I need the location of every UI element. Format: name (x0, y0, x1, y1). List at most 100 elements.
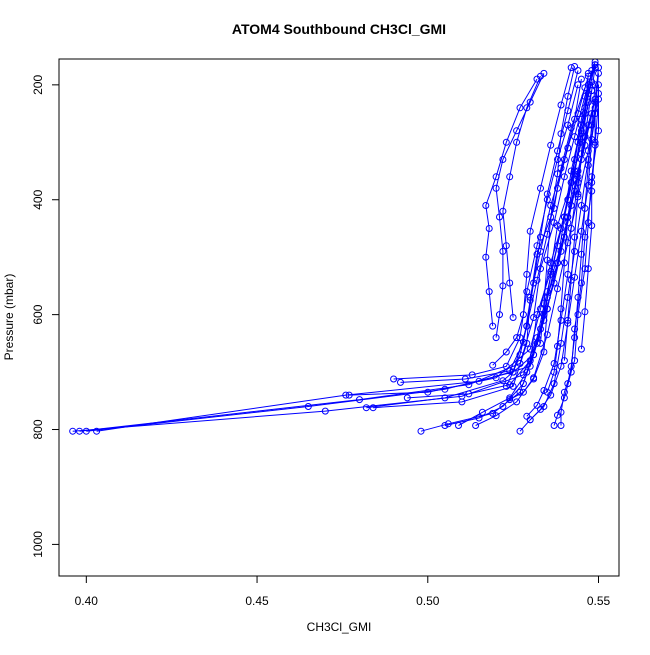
data-point (441, 394, 449, 402)
data-point (588, 222, 596, 230)
data-point (543, 305, 551, 313)
x-axis: 0.40 0.45 0.50 0.55 (75, 576, 611, 608)
data-point (550, 368, 558, 376)
data-point (499, 207, 507, 215)
data-point (499, 403, 507, 410)
data-point (584, 90, 592, 97)
data-point (356, 396, 363, 404)
chart-title: ATOM4 Southbound CH3Cl_GMI (232, 21, 446, 37)
series-11 (417, 121, 592, 435)
data-point (560, 259, 568, 267)
plot-area (69, 58, 602, 435)
data-point (591, 138, 599, 146)
series-line (526, 67, 596, 417)
data-point (554, 285, 561, 293)
data-point (502, 242, 510, 250)
data-point (533, 401, 541, 409)
series-line (540, 66, 576, 344)
series-line (86, 76, 589, 432)
data-point (403, 394, 411, 402)
series-4 (76, 61, 599, 435)
data-point (417, 427, 425, 435)
data-point (523, 412, 531, 420)
data-point (523, 322, 531, 330)
data-point (564, 316, 572, 324)
series-line (400, 87, 586, 383)
series-group (69, 58, 602, 435)
data-point (550, 360, 558, 367)
data-point (554, 259, 561, 267)
series-line (79, 64, 596, 432)
data-point (584, 69, 592, 77)
y-axis: 200 400 600 800 1000 (31, 75, 59, 558)
data-point (523, 288, 531, 296)
data-point (475, 414, 483, 422)
data-point (455, 422, 462, 429)
data-point (537, 339, 544, 347)
x-tick-label: 0.50 (416, 594, 440, 608)
y-tick-label: 200 (31, 75, 45, 95)
series-9 (397, 84, 589, 386)
data-point (472, 422, 480, 429)
data-point (492, 173, 500, 181)
data-point (537, 233, 544, 241)
data-point (533, 311, 541, 319)
data-point (550, 204, 558, 212)
data-point (584, 98, 592, 106)
data-point (441, 422, 449, 429)
data-point (489, 322, 497, 330)
data-point (581, 84, 589, 92)
data-point (513, 334, 521, 342)
series-2 (93, 67, 596, 435)
series-28 (537, 63, 579, 347)
data-point (496, 213, 503, 221)
y-tick-label: 400 (31, 189, 45, 209)
data-point (530, 279, 538, 287)
data-point (540, 387, 548, 394)
x-tick-label: 0.40 (75, 594, 99, 608)
data-point (557, 101, 565, 109)
data-point (567, 276, 575, 284)
plot-frame (58, 58, 620, 577)
series-25 (492, 69, 548, 342)
series-line (563, 73, 589, 361)
data-point (584, 265, 592, 273)
data-point (304, 403, 312, 410)
data-point (523, 270, 531, 278)
data-point (557, 305, 565, 313)
x-tick-label: 0.45 (245, 594, 269, 608)
data-point (397, 378, 404, 386)
series-29 (577, 64, 602, 353)
data-point (516, 427, 524, 435)
data-point (554, 170, 561, 178)
data-point (554, 156, 561, 163)
data-point (560, 388, 568, 396)
data-point (530, 375, 538, 383)
data-point (482, 253, 490, 261)
data-point (543, 256, 551, 264)
data-point (465, 381, 473, 389)
data-point (577, 130, 585, 138)
data-point (554, 147, 561, 155)
data-point (577, 150, 585, 158)
x-axis-label: CH3Cl_GMI (307, 620, 372, 634)
data-point (390, 375, 398, 383)
data-point (584, 161, 592, 169)
data-point (581, 110, 589, 118)
series-1 (69, 58, 599, 435)
data-point (513, 398, 521, 406)
data-point (554, 342, 561, 350)
data-point (571, 115, 579, 123)
data-point (345, 391, 353, 399)
data-point (574, 81, 582, 89)
data-point (502, 138, 510, 146)
data-point (509, 382, 517, 390)
series-line (509, 81, 593, 401)
data-point (506, 173, 514, 181)
data-point (543, 388, 551, 396)
series-26 (482, 75, 541, 330)
data-point (362, 404, 370, 412)
data-point (557, 130, 565, 138)
series-line (393, 84, 579, 380)
data-point (571, 247, 579, 255)
